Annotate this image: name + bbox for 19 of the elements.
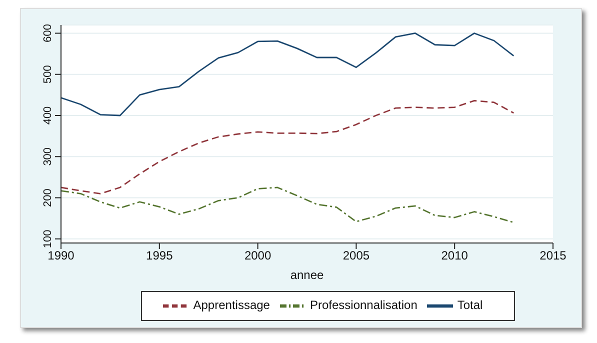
y-tick-label: 500 [42,65,54,84]
y-tick-label: 400 [42,106,54,125]
line-series [61,32,514,116]
legend-label: Apprentissage [193,298,270,312]
y-tick-label: 600 [42,24,54,42]
y-tick-label: 300 [42,147,54,166]
legend-label: Professionnalisation [310,298,418,312]
x-tick-label: 2015 [540,248,567,263]
line-series [61,100,514,194]
line-series [61,186,514,224]
x-tick-label: 2005 [342,248,370,263]
x-axis-title: annee [290,268,324,282]
legend-label: Total [457,298,483,312]
x-tick-label: 2010 [441,248,468,263]
x-tick-label: 1990 [48,248,75,263]
y-tick-label: 100 [42,230,54,248]
x-tick-label: 1995 [146,248,174,263]
x-tick-label: 2000 [244,248,272,263]
y-tick-label: 200 [42,188,54,207]
